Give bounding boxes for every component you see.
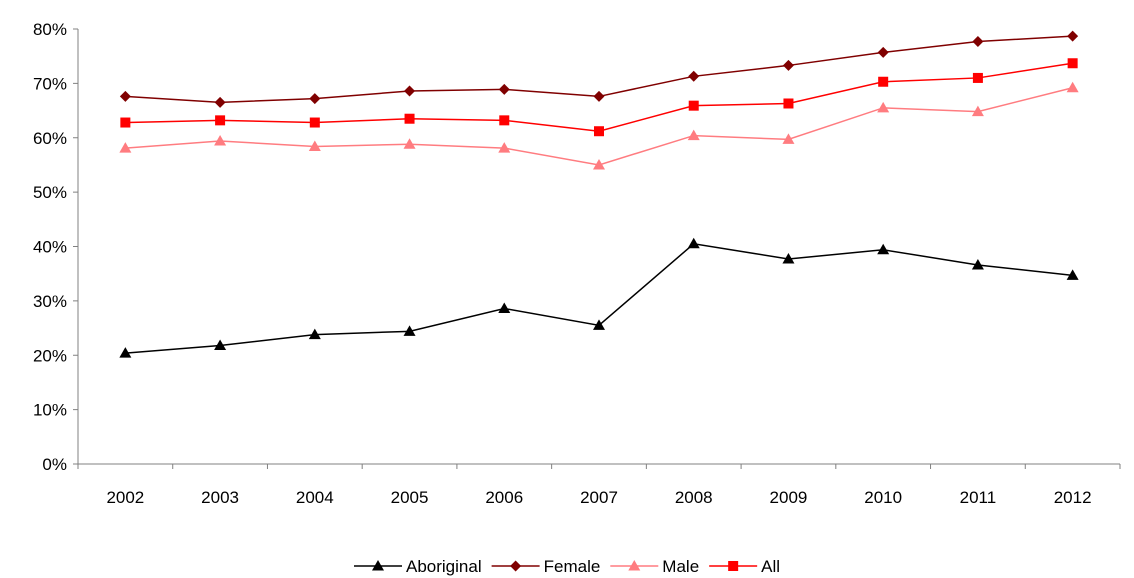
data-point-aboriginal bbox=[214, 339, 227, 350]
y-tick-label: 40% bbox=[33, 238, 67, 257]
data-point-male bbox=[119, 142, 132, 153]
series-female bbox=[119, 30, 1079, 108]
data-point-all bbox=[120, 117, 131, 128]
x-tick-label: 2011 bbox=[960, 488, 997, 507]
data-point-all bbox=[878, 76, 889, 87]
y-tick-label: 10% bbox=[33, 401, 67, 420]
data-point-female bbox=[214, 96, 226, 108]
x-tick-label: 2008 bbox=[675, 488, 713, 507]
series-aboriginal bbox=[119, 237, 1079, 358]
legend-item-male: Male bbox=[610, 557, 699, 576]
legend-item-female: Female bbox=[491, 557, 601, 576]
legend-label-aboriginal: Aboriginal bbox=[406, 557, 482, 576]
data-point-male bbox=[498, 142, 511, 153]
data-point-female bbox=[1067, 30, 1079, 42]
data-point-all bbox=[783, 98, 794, 109]
x-tick-label: 2012 bbox=[1054, 488, 1092, 507]
legend-label-female: Female bbox=[544, 557, 601, 576]
data-point-male bbox=[971, 105, 984, 117]
series-line-aboriginal bbox=[125, 242, 1073, 354]
legend-marker-female bbox=[510, 560, 522, 572]
data-point-male bbox=[403, 138, 416, 149]
data-point-male bbox=[782, 133, 795, 144]
data-point-aboriginal bbox=[687, 237, 700, 249]
series-all bbox=[120, 58, 1078, 137]
y-tick-label: 60% bbox=[33, 129, 67, 148]
legend-marker-male bbox=[628, 560, 641, 571]
legend-label-all: All bbox=[761, 557, 780, 576]
data-point-female bbox=[688, 70, 700, 82]
data-point-aboriginal bbox=[782, 253, 795, 264]
legend-marker-all bbox=[728, 561, 739, 571]
y-tick-label: 0% bbox=[42, 455, 67, 474]
legend-marker-aboriginal bbox=[372, 560, 384, 571]
x-tick-label: 2009 bbox=[770, 488, 808, 507]
data-point-all bbox=[594, 126, 604, 137]
data-point-all bbox=[688, 100, 699, 111]
y-tick-label: 20% bbox=[33, 346, 67, 365]
y-tick-label: 70% bbox=[33, 74, 67, 93]
x-tick-label: 2007 bbox=[580, 488, 618, 507]
data-point-male bbox=[877, 101, 890, 113]
legend-label-male: Male bbox=[662, 557, 699, 576]
x-tick-label: 2006 bbox=[485, 488, 523, 507]
axes: 0% 10% 20% 30% 40% 50% 60% 70% 80% 2002 2003 2004 20… bbox=[33, 20, 1121, 507]
legend-item-aboriginal: Aboriginal bbox=[354, 557, 482, 576]
data-point-aboriginal bbox=[877, 243, 890, 255]
data-point-aboriginal bbox=[119, 347, 132, 358]
series-male bbox=[119, 81, 1079, 170]
x-tick-label: 2010 bbox=[864, 488, 902, 507]
data-point-female bbox=[309, 93, 321, 105]
data-point-all bbox=[404, 113, 415, 124]
data-point-all bbox=[1067, 58, 1078, 69]
x-tick-label: 2004 bbox=[296, 488, 334, 507]
data-point-female bbox=[404, 85, 416, 97]
data-point-aboriginal bbox=[403, 325, 416, 336]
data-point-male bbox=[214, 135, 227, 146]
y-tick-label: 80% bbox=[33, 20, 67, 39]
data-point-all bbox=[309, 117, 320, 128]
data-point-female bbox=[593, 90, 605, 102]
series-layer bbox=[119, 30, 1079, 358]
x-tick-label: 2005 bbox=[391, 488, 429, 507]
x-tick-label: 2002 bbox=[106, 488, 144, 507]
data-point-female bbox=[782, 59, 794, 71]
y-tick-label: 30% bbox=[33, 292, 67, 311]
data-point-all bbox=[215, 115, 226, 126]
data-point-female bbox=[877, 46, 889, 58]
data-point-male bbox=[1066, 81, 1079, 93]
data-point-aboriginal bbox=[971, 258, 984, 270]
y-tick-label: 50% bbox=[33, 183, 67, 202]
data-point-all bbox=[499, 115, 510, 126]
data-point-female bbox=[119, 90, 131, 102]
data-point-aboriginal bbox=[308, 328, 321, 340]
data-point-all bbox=[972, 72, 983, 83]
data-point-female bbox=[498, 83, 510, 95]
legend-item-all: All bbox=[709, 557, 780, 576]
data-point-aboriginal bbox=[593, 319, 605, 330]
x-tick-label: 2003 bbox=[201, 488, 239, 507]
data-point-female bbox=[972, 36, 984, 48]
data-point-male bbox=[308, 140, 321, 151]
data-point-male bbox=[687, 129, 700, 141]
data-point-aboriginal bbox=[1066, 269, 1079, 280]
data-point-male bbox=[593, 158, 605, 170]
legend: Aboriginal Female Male All bbox=[354, 557, 780, 576]
data-point-aboriginal bbox=[498, 302, 511, 313]
